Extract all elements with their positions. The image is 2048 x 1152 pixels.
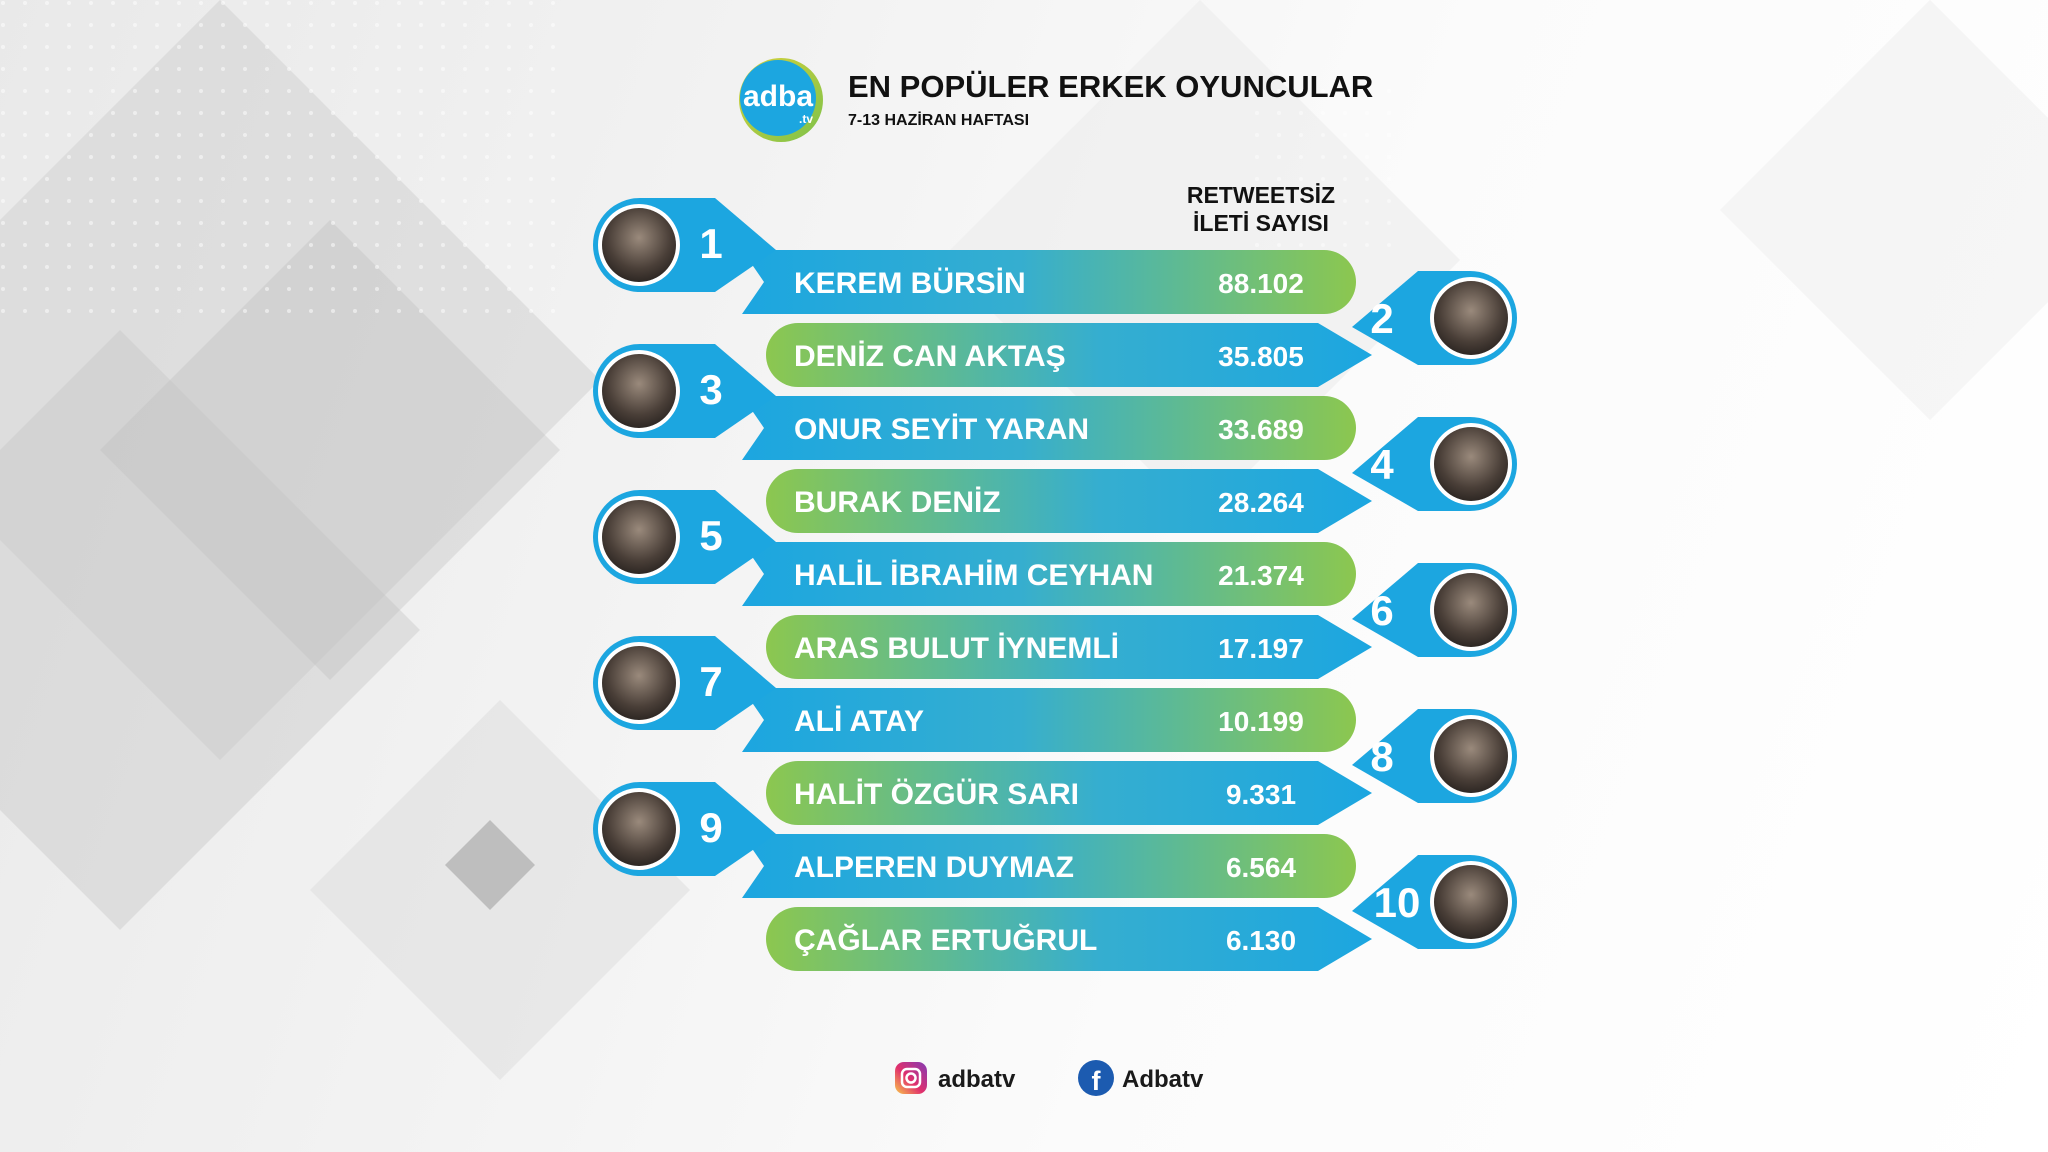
avatar	[1434, 573, 1508, 647]
rank-bar	[742, 396, 1356, 460]
rank-number: 4	[1370, 441, 1394, 488]
rank-row: 9 ALPEREN DUYMAZ 6.564	[593, 782, 1356, 898]
value-header-line2: İLETİ SAYISI	[1193, 210, 1329, 236]
rank-bar	[742, 250, 1356, 314]
svg-text:f: f	[1092, 1066, 1102, 1096]
instagram-label: adbatv	[938, 1066, 1016, 1093]
avatar	[602, 646, 676, 720]
rank-name: ALİ ATAY	[794, 705, 924, 738]
background-decoration	[0, 0, 1460, 1080]
rank-number: 10	[1374, 879, 1421, 926]
avatar	[1434, 865, 1508, 939]
rank-value: 17.197	[1218, 633, 1304, 664]
avatar	[1434, 719, 1508, 793]
rank-value: 6.130	[1226, 925, 1296, 956]
avatar	[602, 792, 676, 866]
rank-name: BURAK DENİZ	[794, 486, 1001, 519]
rank-number: 6	[1370, 587, 1393, 634]
page-subtitle: 7-13 HAZİRAN HAFTASI	[848, 111, 1029, 129]
value-header-line1: RETWEETSİZ	[1187, 182, 1335, 208]
rank-row: 3 ONUR SEYİT YARAN 33.689	[593, 344, 1356, 460]
rank-name: ALPEREN DUYMAZ	[794, 851, 1074, 884]
rank-number: 9	[699, 804, 722, 851]
social-facebook[interactable]: f Adbatv	[1078, 1060, 1204, 1096]
rank-row: 2 DENİZ CAN AKTAŞ 35.805	[766, 271, 1517, 387]
avatar	[1434, 427, 1508, 501]
ranking-list: 1 KEREM BÜRSİN 88.102 2 DENİZ CAN AKTAŞ 35.80…	[593, 198, 1517, 971]
rank-name: ARAS BULUT İYNEMLİ	[794, 632, 1119, 665]
avatar	[602, 354, 676, 428]
social-instagram[interactable]: adbatv	[895, 1062, 1016, 1094]
rank-name: ONUR SEYİT YARAN	[794, 413, 1089, 446]
rank-bar	[742, 688, 1356, 752]
rank-value: 6.564	[1226, 852, 1296, 883]
rank-name: HALİT ÖZGÜR SARI	[794, 778, 1079, 811]
rank-value: 28.264	[1218, 487, 1304, 518]
avatar	[602, 500, 676, 574]
rank-bar	[742, 542, 1356, 606]
rank-row: 1 KEREM BÜRSİN 88.102	[593, 198, 1356, 314]
rank-number: 2	[1370, 295, 1393, 342]
rank-number: 7	[699, 658, 722, 705]
rank-name: KEREM BÜRSİN	[794, 267, 1026, 300]
rank-value: 33.689	[1218, 414, 1304, 445]
page-title: EN POPÜLER ERKEK OYUNCULAR	[848, 69, 1373, 104]
rank-name: HALİL İBRAHİM CEYHAN	[794, 559, 1153, 592]
rank-row: 6 ARAS BULUT İYNEMLİ 17.197	[766, 563, 1517, 679]
rank-number: 1	[699, 220, 722, 267]
facebook-label: Adbatv	[1122, 1066, 1204, 1093]
rank-row: 5 HALİL İBRAHİM CEYHAN 21.374	[593, 490, 1356, 606]
rank-number: 5	[699, 512, 722, 559]
rank-row: 8 HALİT ÖZGÜR SARI 9.331	[766, 709, 1517, 825]
rank-name: ÇAĞLAR ERTUĞRUL	[794, 923, 1097, 957]
rank-bar	[766, 323, 1372, 387]
logo-main-text: adba	[743, 80, 813, 113]
rank-bar	[766, 469, 1372, 533]
rank-bar	[766, 761, 1372, 825]
rank-name: DENİZ CAN AKTAŞ	[794, 340, 1066, 373]
rank-value: 10.199	[1218, 706, 1304, 737]
rank-value: 21.374	[1218, 560, 1304, 591]
rank-number: 3	[699, 366, 722, 413]
rank-number: 8	[1370, 733, 1393, 780]
rank-bar	[742, 834, 1356, 898]
adba-logo: adba .tv	[739, 58, 823, 142]
rank-value: 88.102	[1218, 268, 1304, 299]
rank-value: 9.331	[1226, 779, 1296, 810]
rank-row: 7 ALİ ATAY 10.199	[593, 636, 1356, 752]
facebook-icon	[1078, 1060, 1114, 1096]
rank-bar	[766, 615, 1372, 679]
rank-bar	[766, 907, 1372, 971]
avatar	[602, 208, 676, 282]
rank-row: 10 ÇAĞLAR ERTUĞRUL 6.130	[766, 855, 1517, 971]
rank-row: 4 BURAK DENİZ 28.264	[766, 417, 1517, 533]
rank-value: 35.805	[1218, 341, 1304, 372]
logo-sub-text: .tv	[799, 112, 813, 126]
instagram-icon	[895, 1062, 927, 1094]
avatar	[1434, 281, 1508, 355]
